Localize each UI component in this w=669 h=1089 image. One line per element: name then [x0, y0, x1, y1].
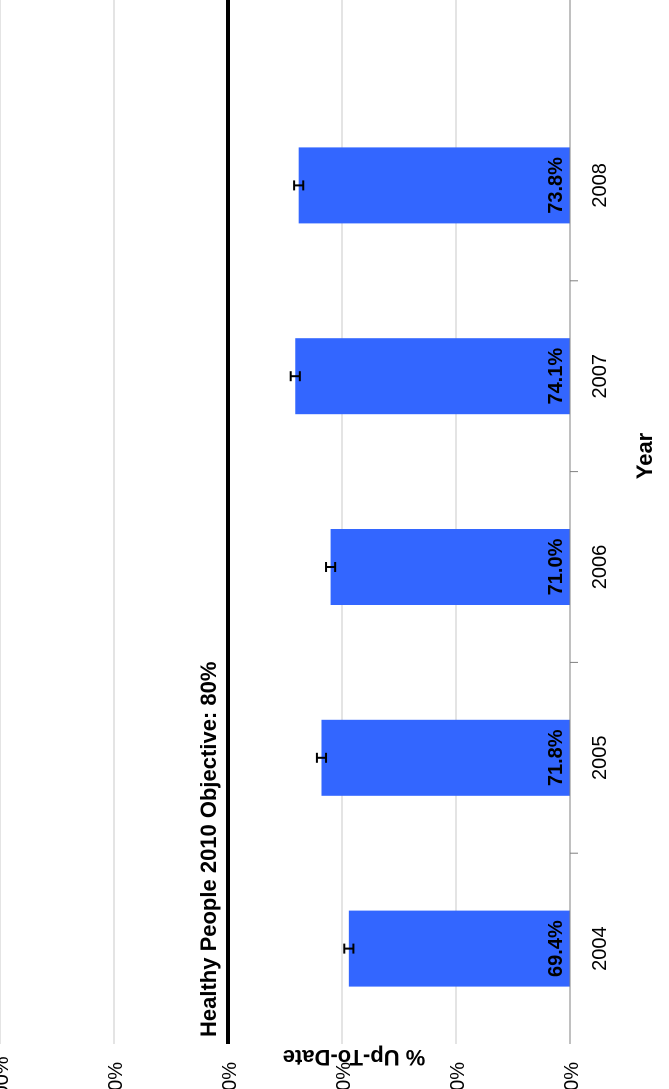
axes: 50% 60% 70% 80% 90% 100% 2004 2005 2006 2007 2008: [0, 0, 611, 1089]
x-tick-label-2005: 2005: [589, 736, 611, 781]
data-label-2004: 69.4%: [545, 920, 567, 977]
data-label-2008: 73.8%: [545, 157, 567, 214]
bar-2007: [295, 338, 570, 415]
error-bar-2006: [325, 562, 337, 572]
x-tick-label-2004: 2004: [589, 926, 611, 971]
y-tick-label-50: 50%: [561, 1062, 583, 1089]
bar-2006: [330, 529, 570, 605]
y-tick-label-100: 100%: [0, 1056, 13, 1089]
x-tick-label-2006: 2006: [589, 545, 611, 590]
x-axis-title: Year: [632, 432, 657, 479]
x-tick-label-2008: 2008: [589, 163, 611, 208]
bar-series: 69.4% 71.8% 71.0% 74.1% 73.8%: [289, 147, 570, 987]
error-bar-2008: [293, 180, 305, 191]
data-label-2006: 71.0%: [545, 538, 567, 595]
data-label-2007: 74.1%: [545, 348, 567, 405]
objective-label: Healthy People 2010 Objective: 80%: [196, 662, 221, 1037]
y-tick-label-60: 60%: [447, 1062, 469, 1089]
x-tick-label-2007: 2007: [589, 354, 611, 399]
data-label-2005: 71.8%: [545, 729, 567, 786]
y-tick-label-70: 70%: [333, 1062, 355, 1089]
y-axis-title: % Up-To-Date: [283, 1045, 426, 1070]
y-tick-label-80: 80%: [219, 1062, 241, 1089]
bar-2005: [321, 719, 570, 796]
bar-2008: [298, 147, 570, 224]
error-bar-2007: [289, 371, 301, 382]
bar-2004: [348, 910, 570, 987]
error-bar-2005: [315, 752, 328, 763]
objective-reference: Healthy People 2010 Objective: 80%: [196, 0, 230, 1044]
error-bar-2004: [343, 943, 355, 954]
y-tick-label-90: 90%: [105, 1062, 127, 1089]
